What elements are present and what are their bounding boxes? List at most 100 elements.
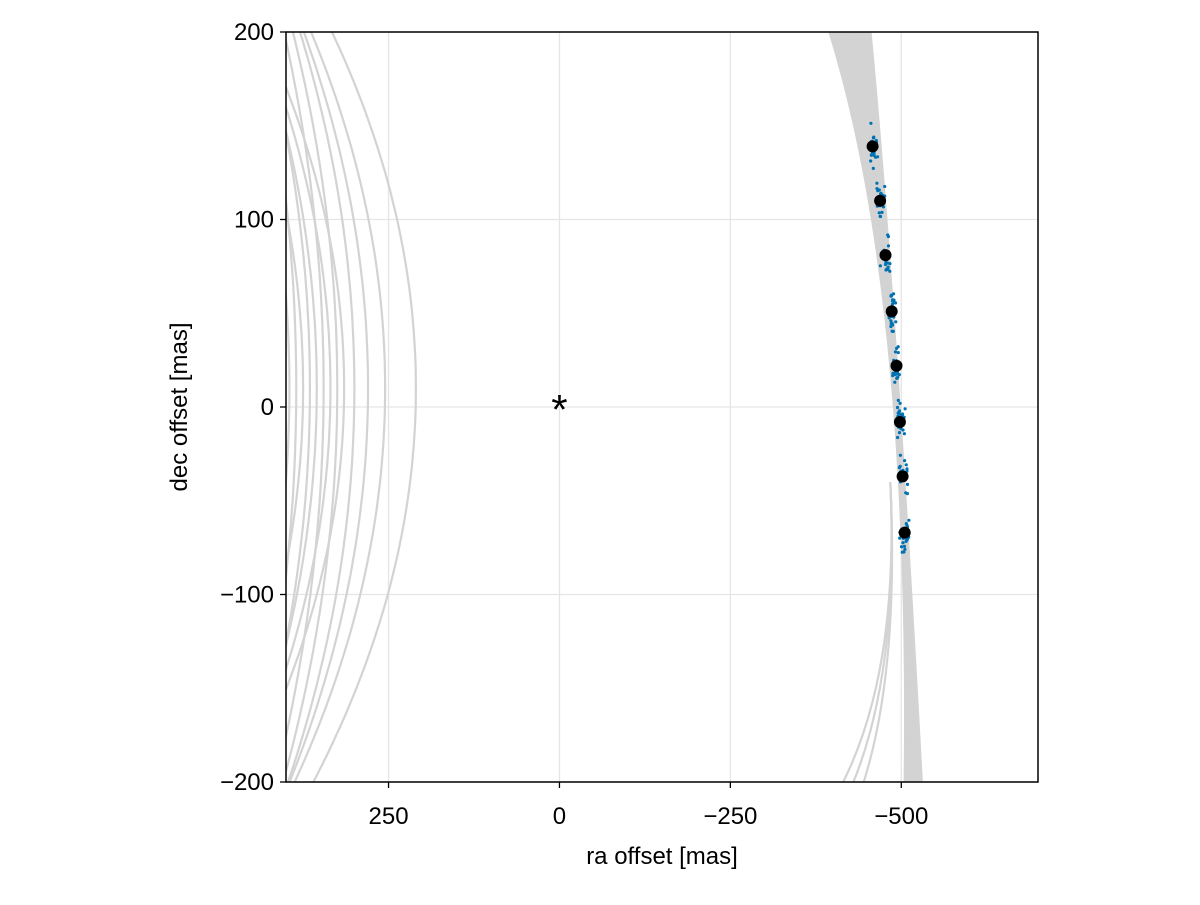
epoch-point <box>874 194 887 207</box>
posterior-sample-point <box>890 299 895 303</box>
posterior-sample-point <box>886 265 890 269</box>
posterior-sample-point <box>897 466 902 470</box>
posterior-sample-point <box>891 371 895 375</box>
posterior-sample-point <box>869 153 874 157</box>
y-tick-label: −100 <box>220 582 274 609</box>
posterior-sample-point <box>878 214 882 218</box>
y-axis-label: dec offset [mas] <box>166 323 193 492</box>
orbit-tracks <box>286 32 923 782</box>
posterior-sample-point <box>869 159 873 163</box>
posterior-sample-point <box>897 409 902 413</box>
star-marker: * <box>551 386 567 433</box>
posterior-sample-point <box>876 155 880 159</box>
epoch-point <box>890 359 903 372</box>
wide-orbit-track <box>286 32 356 782</box>
axis-ticks: 250 0 −250 −500 200 100 0 −100 −200 <box>220 19 928 830</box>
posterior-sample-point <box>893 350 898 354</box>
epoch-point <box>866 140 879 153</box>
epoch-points <box>866 140 911 539</box>
posterior-sample-point <box>907 518 911 522</box>
posterior-sample-point <box>877 211 881 215</box>
posterior-sample-point <box>875 181 879 185</box>
epoch-point <box>885 305 898 318</box>
posterior-sample-point <box>901 541 905 545</box>
posterior-sample-point <box>895 405 900 410</box>
wide-orbit-track <box>286 191 298 586</box>
posterior-sample-point <box>878 264 883 268</box>
epoch-point <box>879 249 892 262</box>
posterior-sample-point <box>883 262 888 267</box>
x-tick-label: 0 <box>553 803 566 830</box>
epoch-point <box>898 526 911 539</box>
posterior-sample-point <box>898 453 903 457</box>
posterior-sample-point <box>886 233 890 237</box>
posterior-sample-point <box>891 374 895 378</box>
wide-orbit-track <box>312 32 418 782</box>
y-tick-label: 0 <box>261 394 274 421</box>
posterior-sample-point <box>872 153 876 158</box>
wide-orbit-track <box>288 32 370 782</box>
posterior-sample-point <box>905 467 909 471</box>
wide-orbit-track <box>286 104 332 673</box>
posterior-sample-point <box>897 431 902 435</box>
posterior-sample-point <box>895 346 899 350</box>
wide-orbit-track <box>286 127 311 649</box>
posterior-sample-point <box>899 545 904 549</box>
posterior-sample-point <box>883 184 887 189</box>
posterior-sample-point <box>902 544 907 549</box>
posterior-sample-point <box>894 320 898 324</box>
posterior-sample-point <box>896 375 900 379</box>
y-tick-label: 200 <box>234 19 274 46</box>
x-tick-label: −250 <box>703 803 757 830</box>
wide-orbit-track <box>286 35 325 742</box>
x-tick-label: −500 <box>874 803 928 830</box>
posterior-sample-point <box>893 380 897 384</box>
x-tick-label: 250 <box>369 803 409 830</box>
posterior-sample-point <box>904 491 908 495</box>
star-marker-group: * <box>551 386 567 433</box>
posterior-sample-point <box>886 244 891 248</box>
posterior-sample-point <box>896 398 900 402</box>
x-axis-label: ra offset [mas] <box>586 843 738 870</box>
y-tick-label: 100 <box>234 207 274 234</box>
posterior-sample-point <box>902 432 907 436</box>
posterior-sample-point <box>869 121 873 125</box>
posterior-sample-point <box>900 550 904 554</box>
wide-orbit-track <box>286 126 318 650</box>
posterior-sample-point <box>892 301 897 305</box>
epoch-point <box>896 470 909 483</box>
posterior-sample-point <box>897 373 901 377</box>
posterior-sample-point <box>903 459 907 463</box>
posterior-sample-point <box>875 187 879 191</box>
posterior-sample-point <box>892 292 896 296</box>
stray-orbit-track <box>862 481 894 782</box>
data-layer: * <box>286 32 923 782</box>
posterior-sample-point <box>904 522 908 526</box>
posterior-sample-point <box>905 482 910 486</box>
posterior-sample-point <box>903 407 907 411</box>
posterior-sample-point <box>888 269 892 273</box>
wide-orbit-track <box>286 32 339 776</box>
posterior-sample-point <box>888 262 892 266</box>
y-tick-label: −200 <box>220 769 274 796</box>
posterior-sample-point <box>898 401 902 405</box>
epoch-point <box>893 416 906 428</box>
posterior-sample-point <box>880 210 884 214</box>
posterior-sample-point <box>896 351 900 355</box>
posterior-sample-point <box>889 319 893 323</box>
posterior-sample-point <box>871 166 875 170</box>
posterior-sample-point <box>889 322 893 326</box>
wide-orbit-track <box>286 84 346 693</box>
posterior-sample-point <box>896 411 901 416</box>
wide-orbit-track <box>286 205 305 571</box>
posterior-sample-point <box>904 463 908 467</box>
wide-orbit-track <box>293 32 387 782</box>
posterior-sample-point <box>889 324 893 329</box>
posterior-sample-point <box>903 547 907 552</box>
wide-orbit-track <box>286 282 291 494</box>
posterior-sample-point <box>898 536 902 540</box>
posterior-sample-point <box>896 435 900 440</box>
posterior-sample-point <box>890 329 894 333</box>
